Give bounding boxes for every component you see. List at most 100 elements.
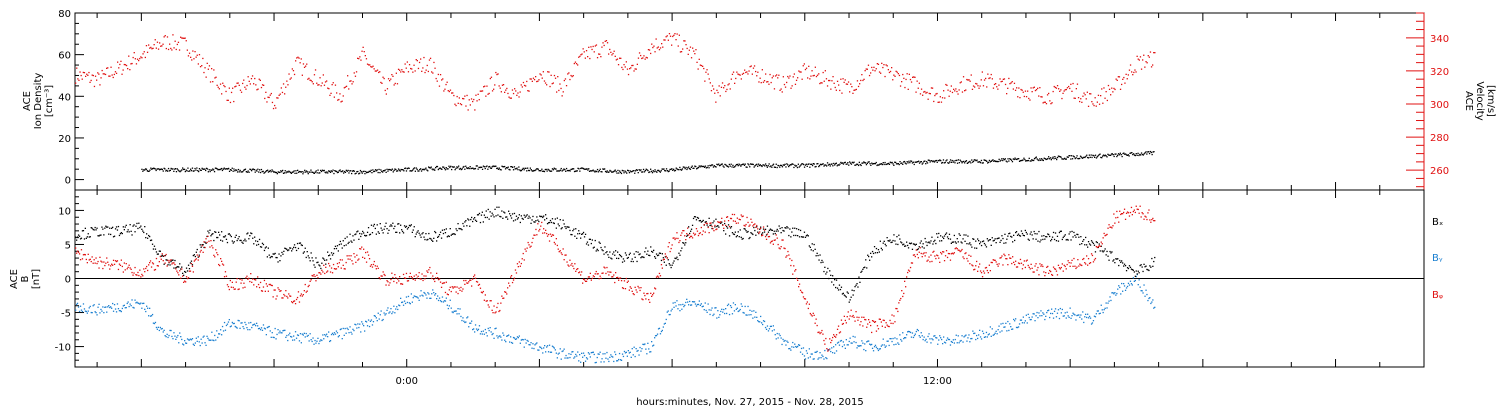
bx-point [239,239,241,242]
bx-point [161,254,163,257]
bx-point [907,244,909,247]
by-point [671,308,673,310]
by-point [193,344,195,346]
velocity-point [235,85,237,87]
velocity-point [645,56,647,59]
bx-point [317,261,319,263]
density-point [355,172,357,174]
bx-point [458,227,460,230]
by-point [549,351,552,353]
velocity-point [136,58,139,60]
by-point [230,325,232,327]
bx-point [131,234,133,236]
velocity-point [962,76,965,78]
by-point [750,314,752,316]
velocity-point [933,100,935,103]
density-point [329,171,332,173]
bx-point [97,235,99,237]
bx-point [1147,269,1149,271]
bx-point [673,260,675,262]
bx-point [414,236,416,238]
density-point [337,171,339,173]
density-point [463,165,465,168]
density-point [258,171,260,173]
by-point [108,305,110,307]
bx-point [943,235,946,237]
density-point [910,160,912,162]
density-point [632,170,634,172]
density-point [923,160,925,163]
velocity-point [365,58,368,60]
bx-point [790,236,792,238]
bx-point [521,217,523,220]
velocity-point [414,70,416,72]
bx-point [1075,236,1077,238]
bx-point [76,239,78,241]
density-point [936,161,938,163]
by-point [969,341,971,343]
bx-point [685,242,687,244]
density-point [981,162,983,164]
density-tick-label: 40 [58,92,71,103]
density-point [303,171,305,173]
density-point [362,170,364,173]
velocity-point [445,83,447,86]
velocity-point [359,56,361,58]
by-point [857,345,859,347]
velocity-point [1132,74,1134,76]
by-point [261,329,264,331]
velocity-point [217,86,219,88]
bx-point [496,206,498,208]
bx-point [787,227,789,229]
bottom-panel-x-ticks [96,190,1425,367]
by-point [1094,316,1097,318]
by-point [83,308,86,310]
by-point [804,358,807,360]
bx-point [113,235,116,237]
velocity-point [483,86,485,88]
velocity-point [186,49,188,51]
bx-point [492,214,494,216]
bx-point [149,235,151,238]
bx-point [558,225,560,227]
by-point [802,347,805,349]
by-point [452,311,454,314]
velocity-point [820,82,822,84]
velocity-point [885,64,887,66]
density-point [280,170,282,172]
velocity-point [423,56,425,59]
density-point [772,164,774,166]
bx-point [1063,235,1065,237]
by-point [822,355,824,358]
bz-point [478,283,481,286]
velocity-point [181,37,183,39]
velocity-point [590,46,592,48]
bx-point [1089,244,1092,246]
by-point [752,317,754,319]
bx-point [853,290,855,292]
by-point [229,326,231,328]
by-point [907,331,909,333]
bx-point [568,226,570,228]
bx-point [699,219,701,222]
bx-point [819,254,821,256]
velocity-point [182,37,184,39]
velocity-point [832,76,834,78]
velocity-point [122,69,124,71]
velocity-point [405,67,407,69]
velocity-point [594,45,596,47]
bx-point [219,234,221,236]
density-point [577,167,579,169]
bz-point [301,295,303,297]
velocity-point [654,51,656,53]
bz-point [379,278,381,280]
bz-point [322,271,324,273]
velocity-point [401,69,403,71]
density-point [510,166,512,168]
velocity-point [302,63,305,65]
bx-point [1000,239,1002,242]
density-point [961,162,963,164]
by-point [378,318,380,320]
density-point [175,168,177,170]
bx-point [164,255,166,257]
